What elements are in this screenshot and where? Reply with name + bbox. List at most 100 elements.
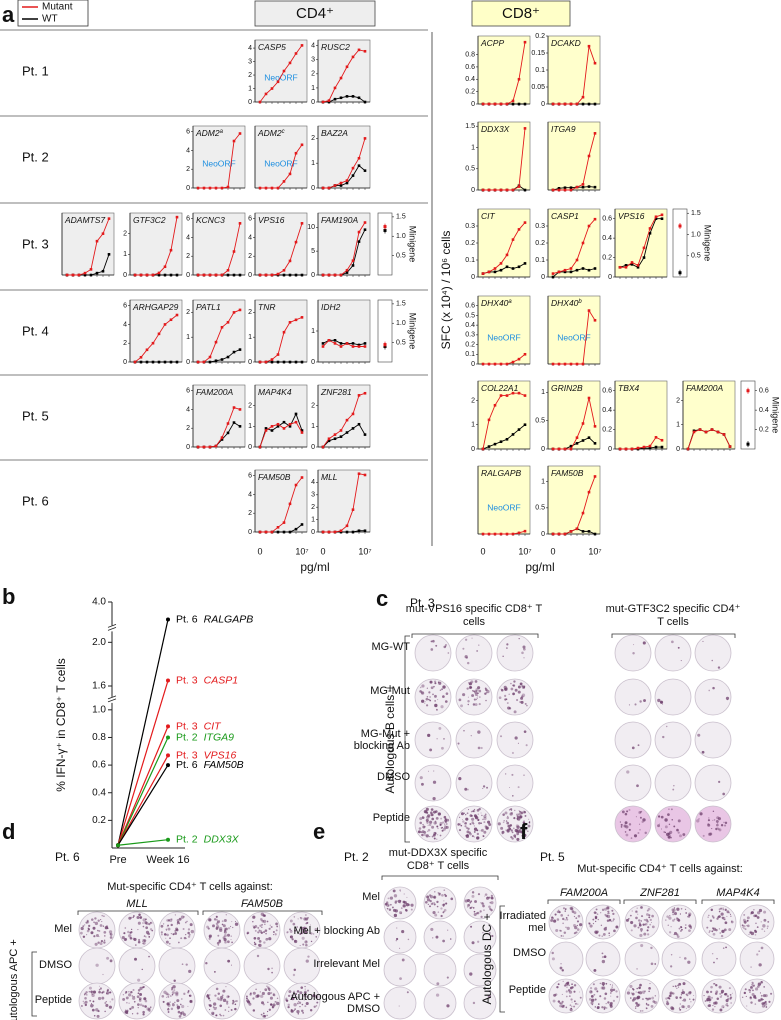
- spot: [470, 810, 473, 813]
- spot: [571, 983, 573, 986]
- bracket: [404, 635, 410, 843]
- series-line: [117, 619, 169, 846]
- spot: [137, 938, 141, 942]
- spot: [424, 702, 426, 704]
- wt-point: [505, 265, 509, 269]
- spot: [711, 827, 713, 830]
- spot: [763, 918, 767, 922]
- series-label: Pt. 6 RALGAPB: [176, 613, 253, 625]
- spot: [475, 690, 477, 692]
- series-name: ITGA9: [204, 731, 235, 743]
- spot: [644, 990, 646, 992]
- y-tick-label: 0.2: [602, 426, 612, 433]
- spot: [523, 647, 526, 651]
- header: CD4⁺: [296, 5, 334, 22]
- spot: [205, 962, 208, 965]
- spot: [83, 1002, 86, 1005]
- well: [585, 941, 621, 977]
- series-point: [116, 843, 120, 848]
- wt-point: [351, 342, 355, 345]
- spot: [711, 930, 714, 933]
- spot: [636, 784, 639, 788]
- spot: [176, 923, 178, 925]
- spot: [296, 990, 300, 993]
- spot: [473, 698, 476, 701]
- spot: [474, 815, 479, 820]
- spot: [465, 638, 468, 641]
- spot: [468, 809, 470, 811]
- spot: [443, 815, 447, 819]
- spot: [589, 924, 593, 928]
- well: [614, 805, 652, 843]
- y-tick-label: 0: [471, 361, 475, 368]
- spot: [677, 831, 680, 834]
- elispot-well: [496, 678, 534, 716]
- well: [654, 805, 692, 843]
- spot: [441, 826, 443, 829]
- spot: [487, 820, 491, 824]
- mutant-point: [493, 403, 497, 407]
- spot: [612, 918, 615, 921]
- spot: [573, 1000, 576, 1003]
- spot: [427, 814, 431, 818]
- patient-label: Pt. 6: [22, 493, 49, 508]
- mutant-point: [624, 265, 628, 269]
- spot: [297, 1000, 300, 1003]
- spot: [255, 988, 257, 991]
- mutant-point: [71, 273, 75, 277]
- panel-label: a: [2, 2, 15, 27]
- spot: [430, 813, 434, 817]
- mutant-point: [208, 186, 212, 190]
- spot: [180, 1013, 182, 1016]
- spot: [636, 987, 638, 990]
- spot: [477, 893, 481, 896]
- spot: [638, 991, 643, 995]
- spot: [217, 944, 220, 946]
- spot: [230, 964, 232, 966]
- spot: [393, 894, 398, 898]
- mutant-point: [258, 186, 262, 190]
- spot: [523, 774, 525, 776]
- elispot-well: [496, 634, 534, 672]
- wt-point: [493, 270, 497, 274]
- elispot-well: [423, 986, 457, 1020]
- spot: [466, 834, 469, 837]
- spot: [109, 933, 113, 936]
- spot: [588, 922, 591, 925]
- spot: [178, 1015, 182, 1018]
- spot: [688, 916, 690, 919]
- spot: [524, 702, 527, 705]
- spot: [601, 959, 606, 964]
- spot: [486, 913, 488, 916]
- spot: [650, 962, 654, 966]
- spot: [91, 993, 95, 998]
- spot: [122, 997, 126, 1001]
- spot: [470, 925, 473, 928]
- spot: [645, 918, 649, 922]
- mutant-point: [357, 230, 361, 234]
- y-axis-label: SFC (x 10⁴) / 10⁶ cells: [439, 231, 453, 350]
- wt-point: [282, 530, 286, 534]
- mutant-point: [300, 222, 304, 225]
- spot: [488, 905, 491, 909]
- spot: [715, 819, 719, 823]
- spot: [711, 659, 713, 662]
- spot: [287, 931, 289, 933]
- spot: [314, 995, 319, 999]
- spot: [162, 923, 165, 925]
- spot: [101, 991, 104, 994]
- mutant-point: [232, 250, 236, 253]
- mutant-point: [214, 444, 218, 448]
- spot: [648, 914, 650, 916]
- spot: [174, 914, 176, 916]
- mutant-point: [357, 394, 361, 397]
- spot: [469, 832, 472, 836]
- mutant-point: [511, 188, 515, 192]
- well: [78, 911, 116, 949]
- spot: [590, 1000, 592, 1002]
- spot: [183, 992, 186, 995]
- wt-point: [587, 530, 591, 533]
- y-tick-label: 0: [471, 187, 475, 194]
- spot: [518, 812, 522, 816]
